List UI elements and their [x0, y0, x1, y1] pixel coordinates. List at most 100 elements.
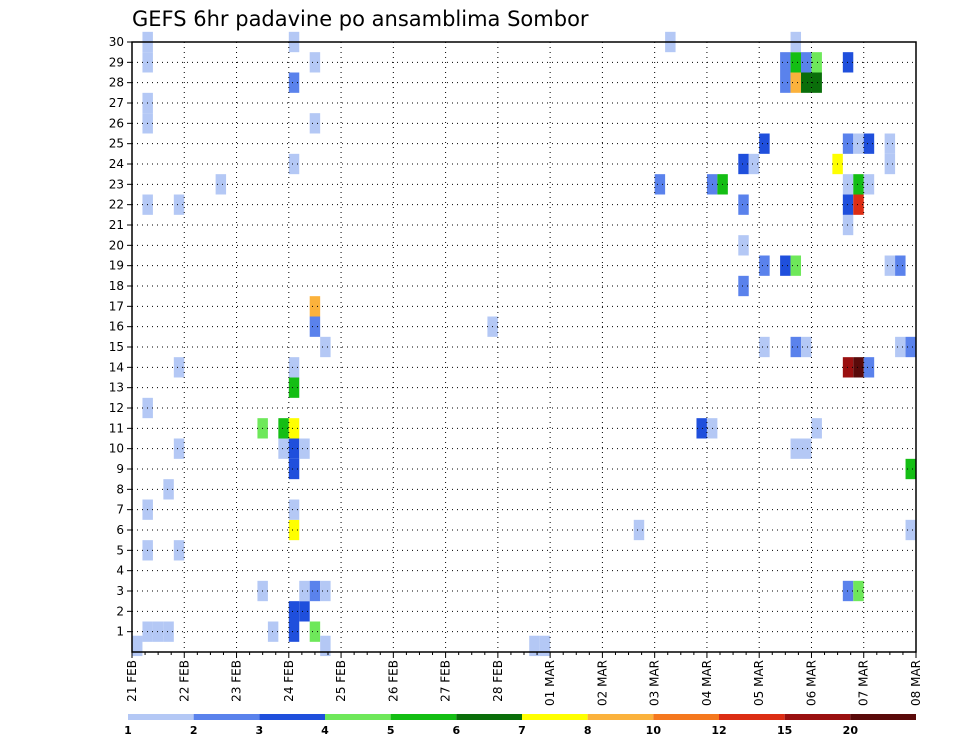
heatmap-cell: [309, 113, 321, 134]
x-tick-label: 21 FEB: [125, 660, 139, 702]
y-tick-label: 20: [109, 238, 124, 252]
y-tick-label: 19: [109, 259, 124, 273]
y-tick-label: 30: [109, 35, 124, 49]
y-tick-label: 9: [116, 462, 124, 476]
heatmap-cell: [132, 635, 143, 657]
y-tick-label: 27: [109, 96, 124, 110]
y-tick-label: 22: [109, 198, 124, 212]
heatmap-cell: [278, 438, 289, 459]
colorbar-swatch: [719, 714, 785, 720]
heatmap-cell: [895, 255, 906, 276]
heatmap-cell: [842, 174, 854, 195]
heatmap-cell: [163, 621, 174, 642]
colorbar-label: 8: [584, 724, 592, 737]
heatmap-cell: [288, 458, 300, 480]
heatmap-cell: [309, 316, 321, 337]
x-tick-label: 25 FEB: [334, 660, 348, 702]
y-tick-label: 18: [109, 279, 124, 293]
heatmap-cell: [288, 418, 300, 439]
heatmap-cell: [811, 72, 822, 93]
colorbar-label: 20: [843, 724, 859, 737]
heatmap-cell: [309, 580, 321, 602]
y-tick-label: 29: [109, 55, 124, 69]
heatmap-cell: [738, 153, 749, 175]
heatmap-cell: [780, 52, 791, 73]
colorbar-label: 15: [777, 724, 792, 737]
y-tick-label: 14: [109, 360, 124, 374]
colorbar-label: 4: [321, 724, 329, 737]
heatmap-cell: [288, 499, 300, 520]
heatmap-cell: [905, 519, 916, 541]
y-tick-label: 6: [116, 523, 124, 537]
colorbar-swatch: [587, 714, 654, 720]
colorbar-label: 12: [711, 724, 726, 737]
heatmap-cell: [842, 52, 854, 73]
colorbar-swatch: [850, 714, 916, 720]
heatmap-cell: [288, 377, 300, 398]
heatmap-cell: [884, 255, 896, 276]
heatmap-cell: [633, 519, 645, 541]
y-tick-label: 24: [109, 157, 124, 171]
y-tick-label: 7: [116, 503, 124, 517]
y-tick-label: 26: [109, 116, 124, 130]
x-tick-label: 06 MAR: [804, 660, 818, 706]
y-tick-label: 11: [109, 421, 124, 435]
y-tick-label: 25: [109, 137, 124, 151]
y-tick-label: 13: [109, 381, 124, 395]
heatmap-cell: [790, 52, 802, 73]
colorbar-swatch: [456, 714, 522, 720]
x-tick-label: 22 FEB: [177, 660, 191, 702]
heatmap-cell: [863, 133, 875, 154]
heatmap-cell: [759, 133, 770, 154]
colorbar-label: 3: [256, 724, 264, 737]
y-tick-label: 15: [109, 340, 124, 354]
heatmap-cell: [267, 621, 279, 642]
heatmap-cell: [801, 52, 812, 73]
heatmap-cell: [288, 153, 300, 175]
heatmap-cell: [905, 458, 916, 480]
heatmap-cells: [132, 31, 916, 657]
heatmap-cell: [320, 580, 331, 602]
heatmap-cell: [790, 72, 802, 93]
heatmap-cell: [853, 133, 864, 154]
y-tick-label: 8: [116, 482, 124, 496]
x-tick-label: 07 MAR: [857, 660, 871, 706]
colorbar-swatch: [325, 714, 391, 720]
heatmap-cell: [288, 601, 300, 622]
heatmap-cell: [299, 580, 310, 602]
x-tick-label: 04 MAR: [700, 660, 714, 706]
heatmap-cell: [842, 214, 854, 236]
x-tick-label: 23 FEB: [230, 660, 244, 702]
heatmap-cell: [539, 635, 551, 657]
x-tick-label: 26 FEB: [386, 660, 400, 702]
y-tick-label: 3: [116, 584, 124, 598]
y-tick-label: 5: [116, 543, 124, 557]
heatmap-cell: [288, 621, 300, 642]
colorbar-swatch: [193, 714, 260, 720]
heatmap-cell: [215, 174, 227, 195]
x-tick-label: 03 MAR: [648, 660, 662, 706]
heatmap-cell: [152, 621, 164, 642]
chart-title: GEFS 6hr padavine po ansamblima Sombor: [132, 7, 589, 31]
heatmap-cell: [759, 336, 770, 358]
colorbar-swatch: [522, 714, 588, 720]
y-tick-label: 1: [116, 625, 124, 639]
heatmap-cell: [299, 601, 310, 622]
heatmap-cell: [288, 519, 300, 541]
heatmap-cell: [173, 438, 185, 459]
y-axis: 1234567891011121314151617181920212223242…: [109, 35, 132, 639]
heatmap-cell: [320, 336, 331, 358]
heatmap-cell: [780, 255, 791, 276]
y-tick-label: 17: [109, 299, 124, 313]
heatmap-cell: [790, 438, 802, 459]
heatmap-cell: [173, 194, 185, 215]
heatmap-cell: [853, 194, 864, 215]
y-tick-label: 12: [109, 401, 124, 415]
heatmap-cell: [173, 540, 185, 561]
heatmap-cell: [780, 72, 791, 93]
grid-lines: [132, 42, 916, 652]
heatmap-cell: [163, 479, 174, 500]
heatmap-cell: [288, 72, 300, 93]
heatmap-cell: [801, 72, 812, 93]
colorbar-label: 1: [124, 724, 132, 737]
